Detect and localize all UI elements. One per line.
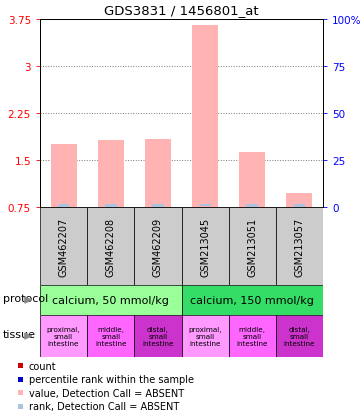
Text: middle,
small
intestine: middle, small intestine <box>95 326 126 346</box>
Bar <box>247 205 258 207</box>
Text: GSM462208: GSM462208 <box>106 217 116 276</box>
Text: percentile rank within the sample: percentile rank within the sample <box>29 374 193 385</box>
Text: protocol: protocol <box>3 294 48 304</box>
Bar <box>182 315 229 357</box>
Bar <box>276 207 323 285</box>
Text: calcium, 150 mmol/kg: calcium, 150 mmol/kg <box>190 295 314 305</box>
Bar <box>239 153 265 207</box>
Bar <box>58 205 69 207</box>
Text: middle,
small
intestine: middle, small intestine <box>236 326 268 346</box>
Bar <box>182 285 323 315</box>
Text: GSM213057: GSM213057 <box>295 217 304 276</box>
Text: GSM462207: GSM462207 <box>58 217 69 276</box>
Bar <box>286 194 312 207</box>
Bar <box>293 205 305 207</box>
Text: tissue: tissue <box>3 329 36 339</box>
Bar <box>18 377 23 382</box>
Bar <box>98 140 124 207</box>
Bar <box>182 207 229 285</box>
Bar <box>18 390 23 396</box>
Bar <box>40 285 182 315</box>
Bar <box>199 204 211 207</box>
Text: GSM462209: GSM462209 <box>153 217 163 276</box>
Text: value, Detection Call = ABSENT: value, Detection Call = ABSENT <box>29 388 184 398</box>
Bar <box>192 26 218 207</box>
Bar <box>105 205 117 207</box>
Bar <box>87 315 134 357</box>
Bar <box>40 315 87 357</box>
Text: proximal,
small
intestine: proximal, small intestine <box>47 326 81 346</box>
Bar <box>18 363 23 368</box>
Bar <box>145 139 171 207</box>
Text: GSM213051: GSM213051 <box>247 217 257 276</box>
Bar <box>229 315 276 357</box>
Bar <box>51 145 77 207</box>
Bar <box>87 207 134 285</box>
Text: rank, Detection Call = ABSENT: rank, Detection Call = ABSENT <box>29 401 179 411</box>
Bar <box>134 315 182 357</box>
Text: distal,
small
intestine: distal, small intestine <box>284 326 315 346</box>
Bar <box>276 315 323 357</box>
Text: calcium, 50 mmol/kg: calcium, 50 mmol/kg <box>52 295 169 305</box>
Bar <box>18 404 23 409</box>
Bar <box>40 207 87 285</box>
Text: GSM213045: GSM213045 <box>200 217 210 276</box>
Text: proximal,
small
intestine: proximal, small intestine <box>188 326 222 346</box>
Bar <box>134 207 182 285</box>
Bar <box>152 205 164 207</box>
Text: distal,
small
intestine: distal, small intestine <box>142 326 174 346</box>
Text: count: count <box>29 361 56 371</box>
Bar <box>229 207 276 285</box>
Title: GDS3831 / 1456801_at: GDS3831 / 1456801_at <box>104 5 259 17</box>
